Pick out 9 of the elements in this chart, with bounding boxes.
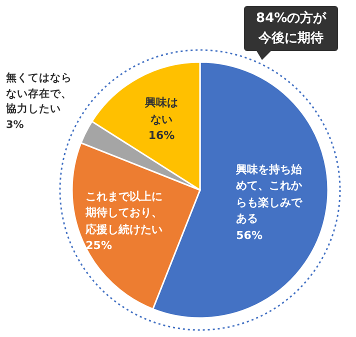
data-label: 25% xyxy=(86,238,113,254)
slice-label: 無くてはならない存在で、協力したい xyxy=(6,70,73,118)
text: 84%の方が今後に期待 xyxy=(244,6,338,51)
slice-label: 興味はない xyxy=(144,95,180,128)
data-label: 3% xyxy=(6,118,25,134)
slice-label: 興味を持ち始めて、これからも楽しみである xyxy=(236,162,302,228)
slice-label: これまで以上に期待しており、応援し続けたい xyxy=(86,188,164,238)
data-label: 16% xyxy=(147,128,176,144)
data-label: 56% xyxy=(236,228,264,244)
